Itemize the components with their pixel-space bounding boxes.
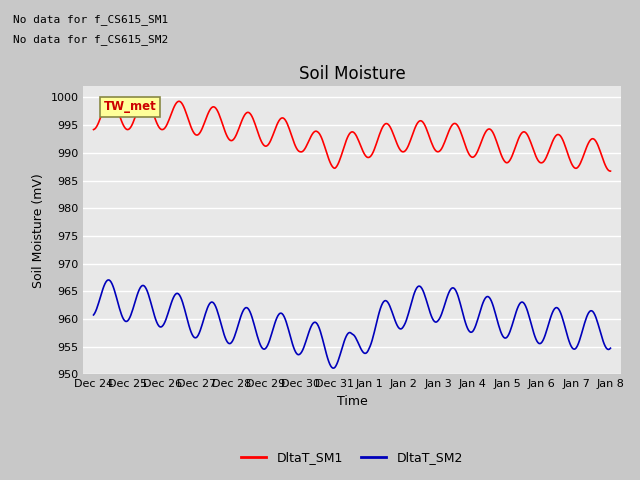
DltaT_SM1 (339, 147, 347, 153)
DltaT_SM2 (607, 345, 614, 351)
DltaT_SM2 (337, 348, 345, 354)
DltaT_SM2 (399, 324, 407, 330)
Line: DltaT_SM1: DltaT_SM1 (93, 98, 611, 171)
DltaT_SM2 (371, 325, 379, 331)
Title: Soil Moisture: Soil Moisture (299, 65, 405, 84)
DltaT_SM1 (106, 96, 114, 101)
DltaT_SM1 (399, 149, 406, 155)
Text: No data for f_CS615_SM2: No data for f_CS615_SM2 (13, 34, 168, 45)
DltaT_SM2 (515, 301, 523, 307)
DltaT_SM2 (596, 328, 604, 334)
Y-axis label: Soil Moisture (mV): Soil Moisture (mV) (32, 173, 45, 288)
Legend: DltaT_SM1, DltaT_SM2: DltaT_SM1, DltaT_SM2 (236, 446, 468, 469)
Text: TW_met: TW_met (104, 100, 157, 113)
Line: DltaT_SM2: DltaT_SM2 (93, 280, 611, 368)
DltaT_SM1 (515, 136, 522, 142)
DltaT_SM2 (90, 312, 97, 318)
DltaT_SM2 (330, 365, 338, 371)
DltaT_SM1 (595, 145, 603, 151)
DltaT_SM1 (607, 168, 614, 174)
DltaT_SM1 (371, 146, 378, 152)
X-axis label: Time: Time (337, 395, 367, 408)
DltaT_SM1 (336, 156, 344, 162)
Text: No data for f_CS615_SM1: No data for f_CS615_SM1 (13, 14, 168, 25)
DltaT_SM2 (340, 338, 348, 344)
DltaT_SM1 (90, 127, 97, 132)
DltaT_SM2 (104, 277, 112, 283)
